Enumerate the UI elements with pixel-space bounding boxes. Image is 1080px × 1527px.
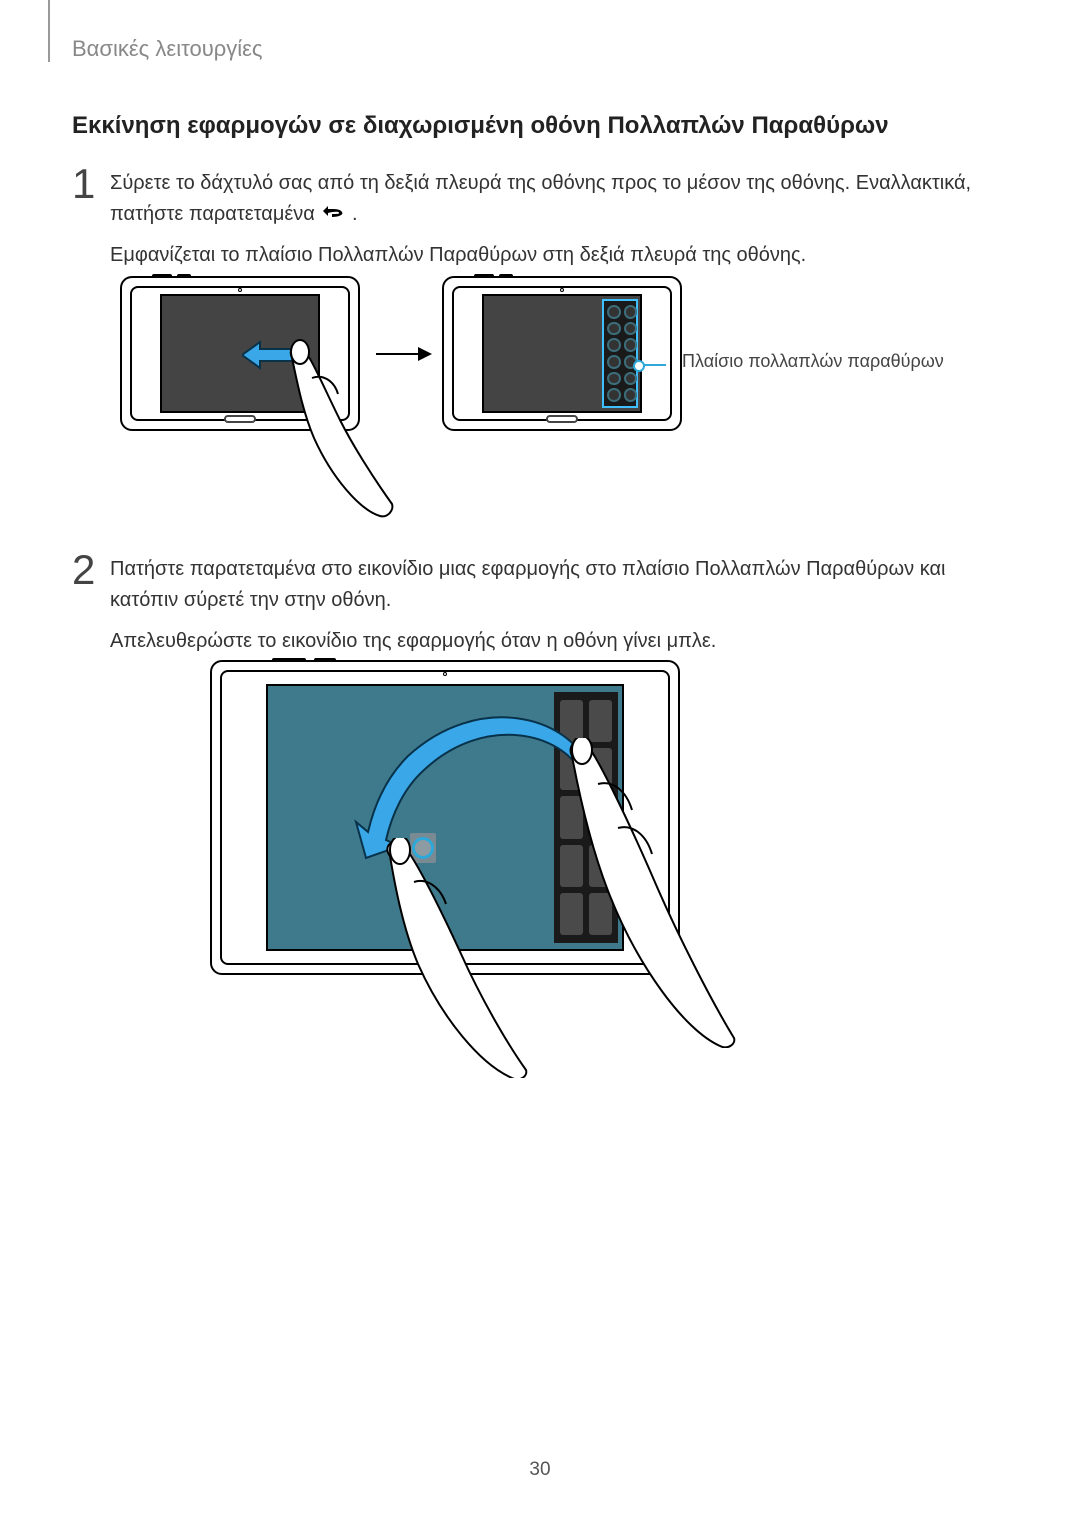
- tray-app-dot: [624, 305, 638, 319]
- tray-app-dot: [624, 388, 638, 402]
- figure-2: [210, 660, 770, 1080]
- step2-paragraph2: Απελευθερώστε το εικονίδιο της εφαρμογής…: [110, 626, 1008, 657]
- fig1-callout-label: Πλαίσιο πολλαπλών παραθύρων: [682, 350, 944, 373]
- tray-app-dot: [624, 372, 638, 386]
- step-number-2: 2: [72, 546, 95, 594]
- back-button-icon: [320, 199, 346, 230]
- fig1-tablet-left: [120, 276, 360, 431]
- step-number-1: 1: [72, 160, 95, 208]
- step1-paragraph1: Σύρετε το δάχτυλό σας από τη δεξιά πλευρ…: [110, 168, 1008, 230]
- step2-paragraph1: Πατήστε παρατεταμένα στο εικονίδιο μιας …: [110, 554, 1008, 616]
- tray-app-dot: [607, 355, 621, 369]
- step-1: 1 Σύρετε το δάχτυλό σας από τη δεξιά πλε…: [72, 168, 1008, 281]
- tray-callout-line: [638, 364, 666, 366]
- section-title: Εκκίνηση εφαρμογών σε διαχωρισμένη οθόνη…: [72, 112, 1008, 140]
- tray-app-dot: [607, 322, 621, 336]
- tray-app-dot: [607, 388, 621, 402]
- tray-app-dot: [624, 338, 638, 352]
- step1-text-after-icon: .: [352, 203, 358, 225]
- fig1-screen-right: [482, 294, 642, 413]
- header-divider: [48, 0, 50, 62]
- hand-drag-icon: [526, 738, 746, 1048]
- fig1-tablet-right: [442, 276, 682, 431]
- transition-arrow-icon: [376, 344, 432, 364]
- step1-text-before-icon: Σύρετε το δάχτυλό σας από τη δεξιά πλευρ…: [110, 172, 971, 225]
- step1-paragraph2: Εμφανίζεται το πλαίσιο Πολλαπλών Παραθύρ…: [110, 240, 1008, 271]
- page-number: 30: [0, 1459, 1080, 1481]
- tray-app-dot: [607, 305, 621, 319]
- hand-drop-icon: [330, 838, 540, 1078]
- step-2: 2 Πατήστε παρατεταμένα στο εικονίδιο μια…: [72, 554, 1008, 667]
- multiwindow-tray: [602, 299, 638, 408]
- tray-app-dot: [607, 338, 621, 352]
- figure-1: [120, 276, 880, 526]
- tray-app-dot: [607, 372, 621, 386]
- running-header: Βασικές λειτουργίες: [72, 36, 263, 62]
- tray-app-dot: [624, 322, 638, 336]
